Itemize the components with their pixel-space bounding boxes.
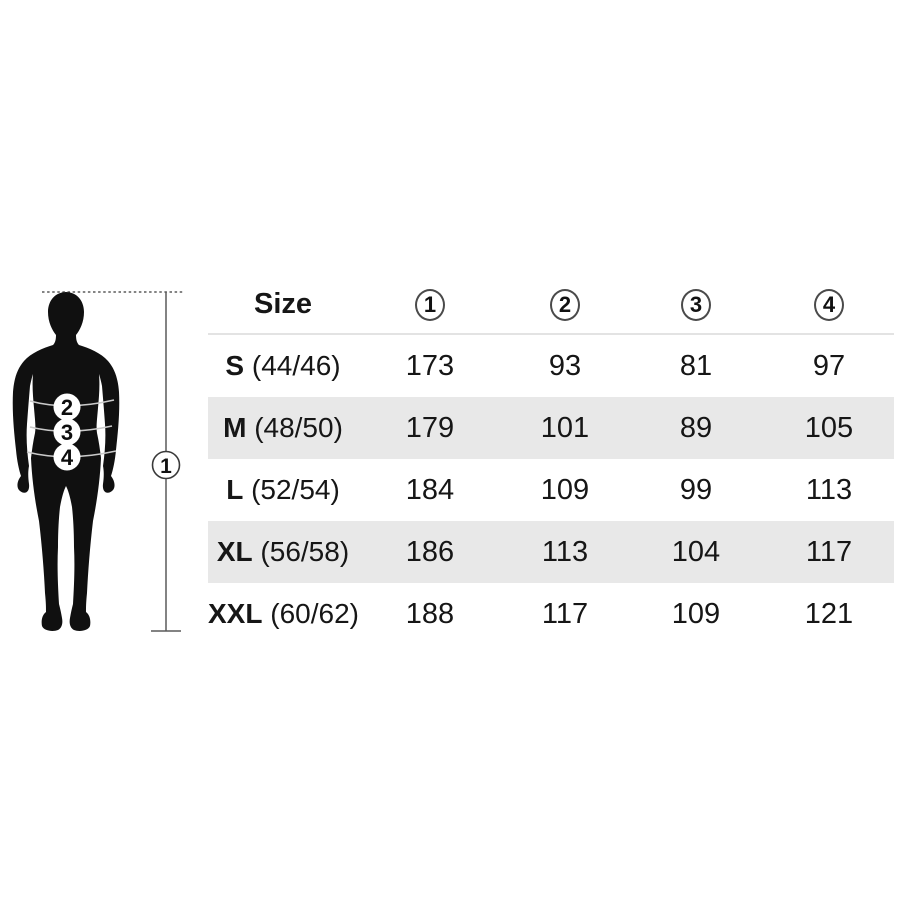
value-waist: 104 bbox=[671, 535, 721, 568]
table-row-xxl: XXL (60/62) 188 117 109 121 bbox=[208, 583, 894, 645]
measurement-figure: 1 2 3 4 bbox=[0, 280, 200, 650]
value-height: 173 bbox=[405, 349, 455, 382]
size-label: S (44/46) bbox=[208, 352, 358, 380]
value-hip: 113 bbox=[805, 473, 853, 506]
value-hip: 97 bbox=[812, 349, 846, 382]
value-height: 179 bbox=[405, 411, 455, 444]
chest-marker-label: 2 bbox=[61, 395, 73, 420]
value-height: 188 bbox=[405, 597, 455, 630]
height-marker-circle bbox=[151, 450, 181, 480]
chest-marker-circle bbox=[53, 393, 81, 421]
size-table-header-row: Size 1 2 3 4 bbox=[208, 276, 894, 335]
size-code: XXL bbox=[208, 598, 263, 629]
value-height: 186 bbox=[405, 535, 455, 568]
size-label: M (48/50) bbox=[208, 414, 358, 442]
measure-column-header-3: 3 bbox=[628, 288, 764, 321]
value-hip: 117 bbox=[805, 535, 853, 568]
value-hip: 105 bbox=[804, 411, 854, 444]
waist-marker-circle bbox=[53, 418, 81, 446]
size-table: Size 1 2 3 4 S (44/46) 173 93 81 97 bbox=[208, 276, 894, 645]
size-label: XXL (60/62) bbox=[208, 598, 359, 629]
measure-column-header-2: 2 bbox=[502, 288, 628, 321]
size-code: L bbox=[226, 474, 244, 505]
value-waist: 89 bbox=[679, 411, 713, 444]
value-height: 184 bbox=[405, 473, 455, 506]
value-waist: 81 bbox=[679, 349, 713, 382]
size-code: M bbox=[223, 412, 247, 443]
size-range: (48/50) bbox=[254, 412, 343, 443]
table-row-l: L (52/54) 184 109 99 113 bbox=[208, 459, 894, 521]
circled-1-icon: 1 bbox=[415, 288, 445, 321]
value-waist: 99 bbox=[679, 473, 713, 506]
value-chest: 117 bbox=[541, 597, 589, 630]
male-silhouette-diagram: 1 2 3 4 bbox=[12, 291, 183, 632]
value-chest: 113 bbox=[541, 535, 589, 568]
size-range: (52/54) bbox=[251, 474, 340, 505]
table-row-xl: XL (56/58) 186 113 104 117 bbox=[208, 521, 894, 583]
hip-marker-label: 4 bbox=[61, 445, 74, 470]
table-row-s: S (44/46) 173 93 81 97 bbox=[208, 335, 894, 397]
value-chest: 93 bbox=[548, 349, 582, 382]
measure-column-header-4: 4 bbox=[764, 288, 894, 321]
size-range: (44/46) bbox=[251, 350, 341, 381]
measure-column-header-1: 1 bbox=[358, 288, 502, 321]
circled-3-icon: 3 bbox=[681, 288, 711, 321]
size-column-header: Size bbox=[253, 288, 313, 320]
size-code: XL bbox=[216, 536, 253, 567]
size-label: XL (56/58) bbox=[208, 538, 358, 566]
table-row-m: M (48/50) 179 101 89 105 bbox=[208, 397, 894, 459]
value-hip: 121 bbox=[804, 597, 854, 630]
size-code: S bbox=[225, 350, 245, 381]
height-marker-label: 1 bbox=[160, 455, 172, 478]
circled-2-icon: 2 bbox=[550, 288, 580, 321]
waist-marker-label: 3 bbox=[61, 420, 73, 445]
size-range: (60/62) bbox=[270, 598, 359, 629]
value-chest: 101 bbox=[540, 411, 590, 444]
size-label: L (52/54) bbox=[208, 476, 358, 504]
value-chest: 109 bbox=[540, 473, 590, 506]
hip-marker-circle bbox=[53, 443, 81, 471]
size-range: (56/58) bbox=[260, 536, 350, 567]
value-waist: 109 bbox=[671, 597, 721, 630]
circled-4-icon: 4 bbox=[814, 288, 844, 321]
